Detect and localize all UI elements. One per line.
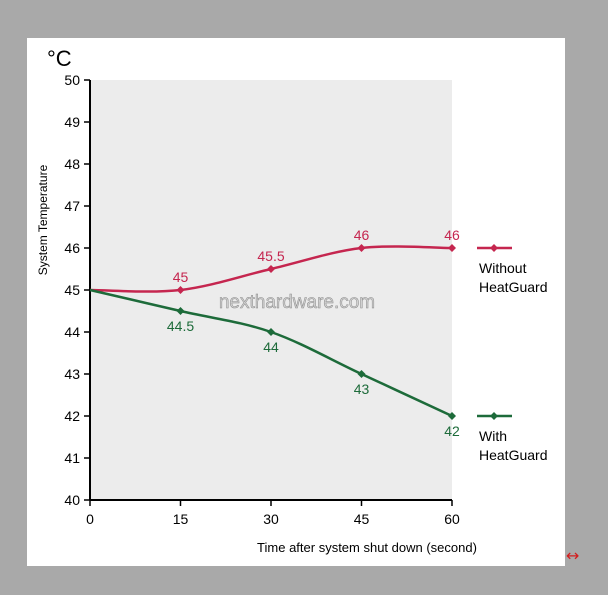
y-tick-label: 44 — [64, 324, 80, 340]
chart-frame: 40 41 42 43 44 45 46 47 48 49 50 0 15 30 45 60 nexthar… — [27, 38, 565, 566]
x-tick-label: 30 — [263, 511, 279, 527]
y-axis-ticks: 40 41 42 43 44 45 46 47 48 49 50 — [64, 72, 90, 508]
data-label: 46 — [354, 227, 370, 243]
series-with-heatguard: 44.5 44 43 42 — [89, 288, 460, 439]
y-tick-label: 40 — [64, 492, 80, 508]
data-point-marker — [267, 265, 275, 273]
series-without-heatguard: 45 45.5 46 46 — [89, 227, 460, 294]
legend-label: With — [479, 428, 507, 444]
data-label: 44.5 — [167, 318, 194, 334]
legend-label: Without — [479, 260, 527, 276]
legend-swatch-marker — [490, 412, 498, 420]
y-tick-label: 46 — [64, 240, 80, 256]
legend-label: HeatGuard — [479, 279, 547, 295]
y-tick-label: 48 — [64, 156, 80, 172]
x-tick-label: 60 — [444, 511, 460, 527]
watermark: nexthardware.com — [219, 292, 375, 313]
y-tick-label: 50 — [64, 72, 80, 88]
unit-label: °C — [47, 46, 72, 71]
data-label: 45.5 — [257, 248, 284, 264]
y-tick-label: 45 — [64, 282, 80, 298]
y-tick-label: 43 — [64, 366, 80, 382]
data-point-marker — [448, 244, 456, 252]
x-tick-label: 45 — [354, 511, 370, 527]
legend-label: HeatGuard — [479, 447, 547, 463]
expand-icon[interactable]: ↔ — [566, 546, 580, 565]
y-tick-label: 49 — [64, 114, 80, 130]
data-label: 42 — [444, 423, 460, 439]
y-tick-label: 42 — [64, 408, 80, 424]
y-tick-label: 47 — [64, 198, 80, 214]
data-point-marker — [176, 286, 185, 294]
data-point-marker — [176, 307, 185, 315]
legend: Without HeatGuard With HeatGuard — [477, 244, 547, 463]
x-tick-label: 15 — [173, 511, 189, 527]
x-axis-ticks: 0 15 30 45 60 — [86, 500, 460, 527]
data-point-marker — [448, 412, 456, 420]
data-point-marker — [267, 328, 275, 336]
data-label: 44 — [263, 339, 279, 355]
data-label: 46 — [444, 227, 460, 243]
legend-item: Without HeatGuard — [477, 244, 547, 295]
data-point-marker — [357, 370, 366, 378]
data-label: 45 — [173, 269, 189, 285]
y-axis-label: System Temperature — [36, 164, 50, 275]
x-tick-label: 0 — [86, 511, 94, 527]
legend-swatch-marker — [490, 244, 498, 252]
y-tick-label: 41 — [64, 450, 80, 466]
series-layer: 45 45.5 46 46 44.5 44 43 42 — [89, 227, 460, 439]
line-chart: 40 41 42 43 44 45 46 47 48 49 50 0 15 30 45 60 nexthar… — [36, 46, 547, 555]
plot-area — [90, 80, 452, 500]
legend-item: With HeatGuard — [477, 412, 547, 463]
data-label: 43 — [354, 381, 370, 397]
x-axis-label: Time after system shut down (second) — [257, 540, 477, 555]
data-point-marker — [357, 244, 366, 252]
